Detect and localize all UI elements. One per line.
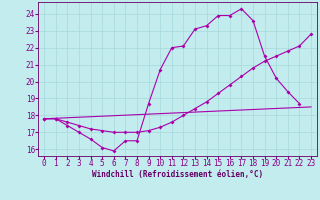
X-axis label: Windchill (Refroidissement éolien,°C): Windchill (Refroidissement éolien,°C) bbox=[92, 170, 263, 179]
